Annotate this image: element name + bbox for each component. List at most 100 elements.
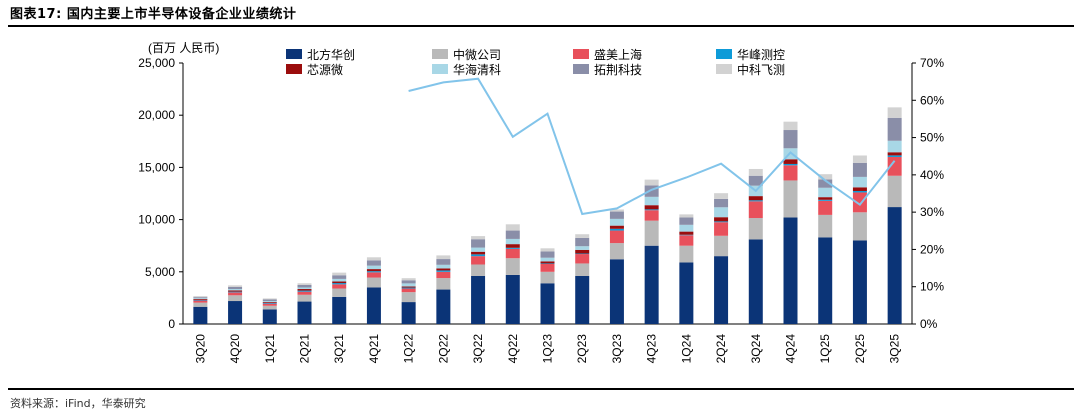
- bar-segment: [366, 287, 381, 324]
- bars-layer: [193, 107, 902, 324]
- bar-segment: [297, 289, 312, 291]
- bar-segment: [679, 235, 694, 246]
- bar-segment: [471, 236, 486, 240]
- x-tick-label: 3Q23: [610, 334, 624, 364]
- bar-segment: [332, 283, 347, 285]
- bar-segment: [575, 237, 590, 247]
- bar-segment: [852, 187, 867, 191]
- bar-segment: [436, 264, 451, 269]
- legend-swatch: [432, 49, 448, 59]
- bar-segment: [748, 201, 763, 219]
- x-tick-label: 1Q22: [402, 334, 416, 364]
- bar-segment: [748, 175, 763, 186]
- bar-segment: [644, 245, 659, 324]
- legend-swatch: [432, 64, 448, 74]
- bar-segment: [783, 217, 798, 324]
- x-tick-label: 1Q23: [541, 334, 555, 364]
- bar-segment: [783, 121, 798, 131]
- legend-swatch: [716, 49, 732, 59]
- legend-swatch: [286, 49, 302, 59]
- x-tick-label: 3Q22: [471, 334, 485, 364]
- bar-segment: [887, 140, 902, 153]
- title-rule: [8, 25, 1074, 27]
- bar-segment: [644, 209, 659, 211]
- bar-segment: [540, 271, 555, 284]
- bar-segment: [262, 302, 277, 304]
- bar-segment: [575, 234, 590, 238]
- bar-segment: [748, 200, 763, 202]
- bar-segment: [887, 107, 902, 118]
- bar-segment: [540, 248, 555, 252]
- bar-segment: [366, 272, 381, 278]
- bar-segment: [366, 269, 381, 272]
- bar-segment: [679, 262, 694, 324]
- bar-segment: [401, 287, 416, 289]
- bar-segment: [748, 196, 763, 201]
- bar-segment: [540, 251, 555, 258]
- bar-segment: [471, 254, 486, 257]
- y-axis-label: (百万 人民币): [148, 41, 219, 55]
- bar-segment: [366, 265, 381, 270]
- x-tick-label: 2Q24: [714, 334, 728, 364]
- bar-segment: [644, 179, 659, 186]
- bar-segment: [505, 248, 520, 259]
- bar-segment: [714, 198, 729, 208]
- bar-segment: [644, 185, 659, 197]
- bar-segment: [436, 271, 451, 279]
- y2-tick-label: 10%: [920, 280, 944, 294]
- bar-segment: [818, 199, 833, 201]
- y2-tick-label: 60%: [920, 93, 944, 107]
- bar-segment: [297, 291, 312, 295]
- bar-segment: [193, 296, 208, 298]
- bar-segment: [332, 284, 347, 289]
- bar-segment: [818, 179, 833, 188]
- bar-segment: [714, 235, 729, 257]
- bar-segment: [679, 231, 694, 235]
- bar-segment: [609, 230, 624, 244]
- bar-segment: [714, 221, 729, 223]
- bar-segment: [887, 155, 902, 157]
- bar-segment: [540, 257, 555, 262]
- bar-segment: [505, 274, 520, 324]
- bar-segment: [783, 130, 798, 149]
- y-tick-label: 0: [168, 317, 175, 331]
- bar-segment: [228, 292, 243, 296]
- bar-segment: [262, 305, 277, 310]
- bar-segment: [887, 156, 902, 176]
- bar-segment: [679, 245, 694, 263]
- bar-segment: [262, 298, 277, 300]
- x-tick-label: 1Q24: [679, 334, 693, 364]
- bar-segment: [748, 168, 763, 176]
- figure-title: 图表17: 国内主要上市半导体设备企业业绩统计: [10, 7, 297, 22]
- bar-segment: [714, 193, 729, 199]
- bar-segment: [262, 299, 277, 302]
- legend-label: 华海清科: [453, 62, 501, 77]
- bar-segment: [852, 162, 867, 177]
- bar-segment: [228, 301, 243, 324]
- y-tick-label: 15,000: [138, 160, 175, 174]
- bar-segment: [818, 200, 833, 215]
- bar-segment: [401, 278, 416, 281]
- bar-segment: [401, 280, 416, 284]
- bar-segment: [783, 165, 798, 181]
- bar-segment: [366, 260, 381, 266]
- y-tick-label: 10,000: [138, 213, 175, 227]
- bar-segment: [679, 234, 694, 236]
- bar-segment: [887, 117, 902, 141]
- bar-segment: [471, 264, 486, 276]
- bar-segment: [436, 268, 451, 271]
- y-tick-label: 5,000: [145, 265, 175, 279]
- bar-segment: [193, 299, 208, 301]
- bar-segment: [679, 224, 694, 232]
- x-tick-label: 4Q24: [784, 334, 798, 364]
- bar-segment: [575, 263, 590, 276]
- bar-segment: [366, 277, 381, 288]
- legend-label: 华峰测控: [737, 48, 785, 62]
- x-tick-label: 4Q20: [228, 334, 242, 364]
- bar-segment: [193, 297, 208, 299]
- legend-swatch: [716, 64, 732, 74]
- bar-segment: [818, 187, 833, 198]
- bar-segment: [609, 211, 624, 219]
- bar-segment: [887, 152, 902, 156]
- legend-label: 芯源微: [307, 63, 343, 77]
